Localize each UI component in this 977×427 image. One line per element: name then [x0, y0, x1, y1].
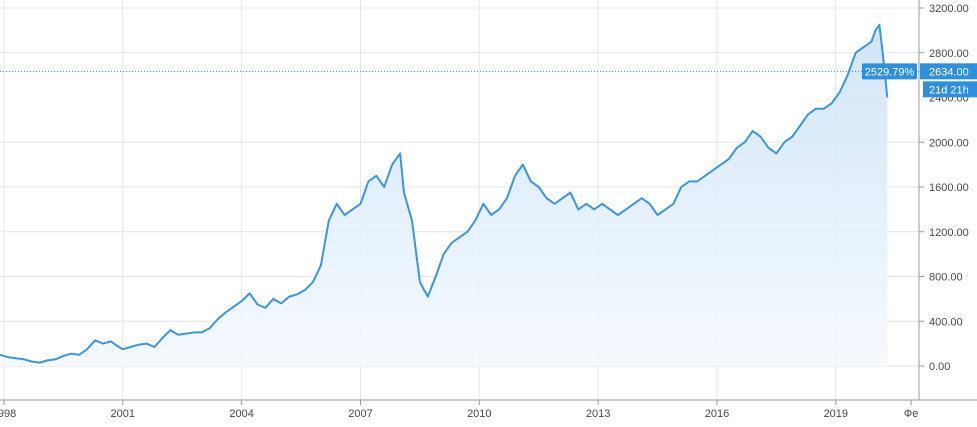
countdown-label: 21d 21h [929, 84, 969, 96]
x-tick-label: 2004 [229, 408, 253, 420]
price-overlay: 2529.79% 2634.00 21d 21h [0, 63, 977, 98]
series-line [0, 23, 889, 364]
y-tick-label: 800.00 [929, 272, 963, 284]
x-tick-label: Фе [904, 408, 918, 420]
change-percent-tag [862, 63, 917, 80]
y-tick-label: 0.00 [929, 361, 950, 373]
x-tick-label: 2013 [586, 408, 610, 420]
current-price-tag [920, 63, 977, 80]
countdown-tag [923, 81, 977, 98]
x-tick-label: 2001 [111, 408, 135, 420]
x-tick-label: 1998 [0, 408, 16, 420]
series-area-fill [0, 24, 888, 367]
x-tick-label: 2007 [348, 408, 372, 420]
y-tick-label: 3200.00 [929, 3, 969, 15]
y-tick-label: 1200.00 [929, 227, 969, 239]
plot-area [0, 23, 889, 367]
y-tick-label: 2800.00 [929, 48, 969, 60]
change-percent-label: 2529.79% [865, 66, 915, 78]
x-tick-label: 2010 [467, 408, 491, 420]
y-tick-label: 1600.00 [929, 182, 969, 194]
x-tick-label: 2019 [824, 408, 848, 420]
current-price-label: 2634.00 [929, 66, 969, 78]
y-tick-label: 400.00 [929, 316, 963, 328]
y-tick-label: 2000.00 [929, 137, 969, 149]
x-tick-label: 2016 [705, 408, 729, 420]
